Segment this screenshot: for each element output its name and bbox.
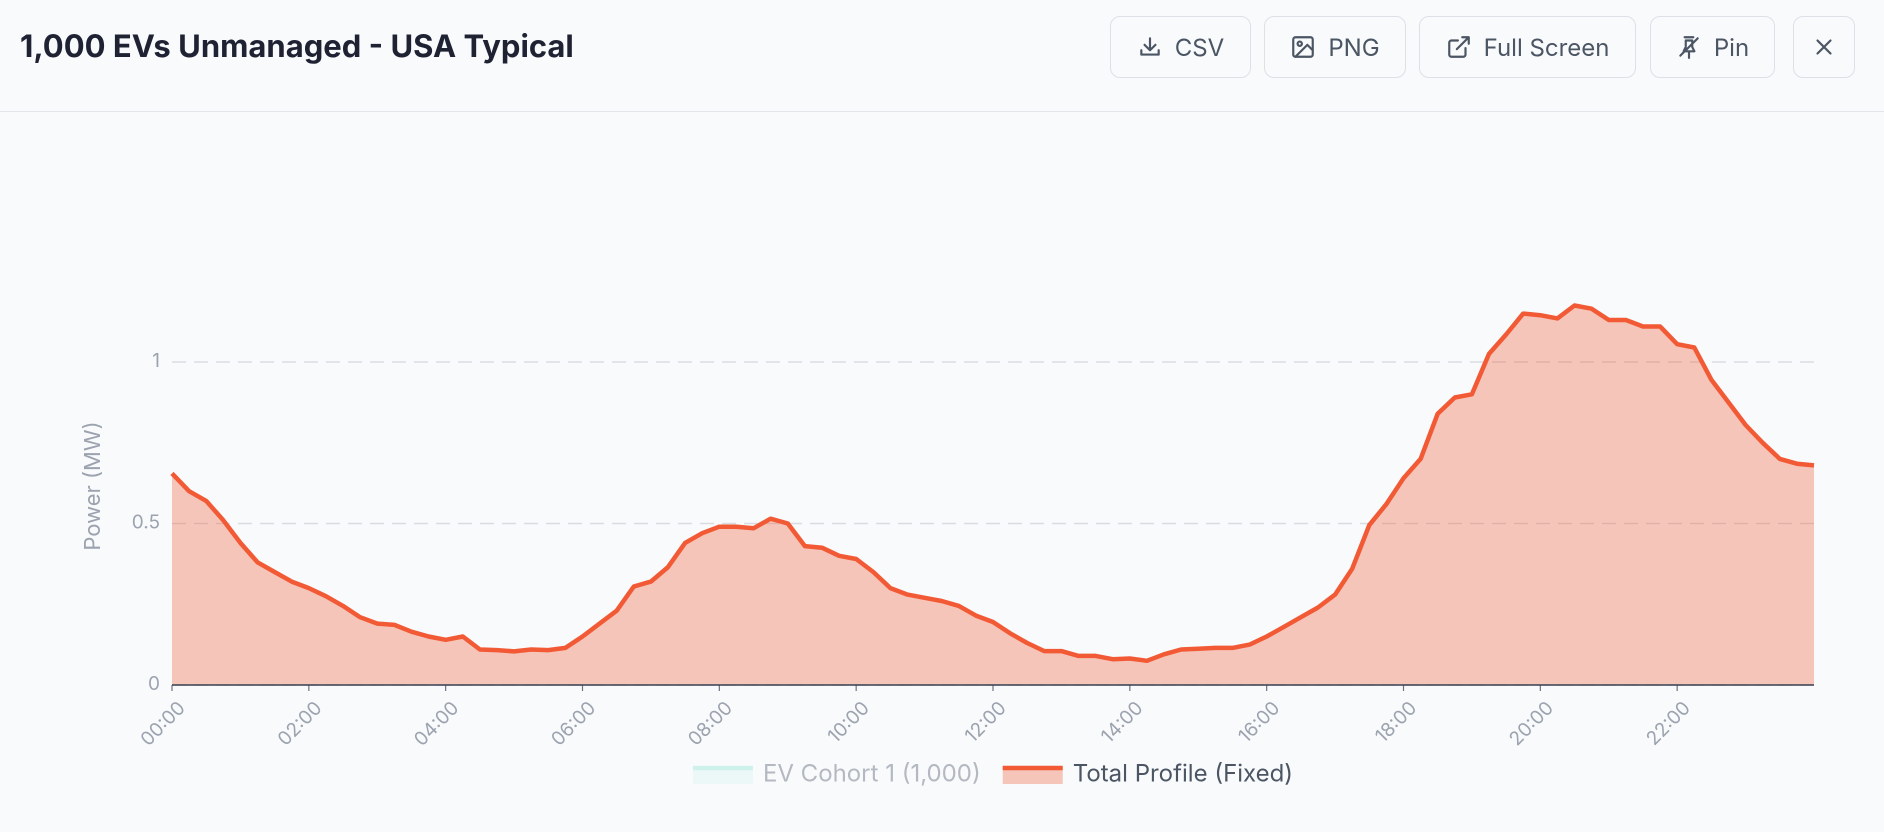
y-tick-label: 1 — [152, 349, 160, 372]
chart-title: 1,000 EVs Unmanaged - USA Typical — [20, 28, 574, 65]
pin-off-icon — [1679, 36, 1699, 59]
external-icon — [1447, 36, 1470, 58]
legend-item[interactable]: EV Cohort 1 (1,000) — [692, 759, 981, 788]
close-button[interactable] — [1793, 16, 1855, 78]
image-icon — [1292, 36, 1315, 58]
png-button[interactable]: PNG — [1264, 16, 1406, 78]
button-label: Full Screen — [1483, 32, 1610, 62]
button-label: PNG — [1328, 32, 1380, 62]
x-tick-label: 16:00 — [1233, 696, 1284, 747]
x-tick-label: 04:00 — [409, 696, 463, 750]
x-tick-label: 08:00 — [683, 696, 737, 750]
legend-label: Total Profile (Fixed) — [1073, 759, 1293, 788]
chart: Power (MW) 0 0.5 1 00:00 02:00 04:00 06:00 08:0… — [80, 303, 1815, 788]
y-tick-label: 0.5 — [132, 511, 160, 534]
x-tick-label: 00:00 — [136, 696, 190, 750]
x-tick-label: 18:00 — [1370, 696, 1421, 747]
x-tick-label: 14:00 — [1096, 696, 1147, 747]
button-label: CSV — [1174, 32, 1225, 62]
legend: EV Cohort 1 (1,000) Total Profile (Fixed) — [692, 759, 1293, 788]
pin-button[interactable]: Pin — [1650, 16, 1775, 78]
legend-label: EV Cohort 1 (1,000) — [763, 759, 981, 788]
x-tick-label: 06:00 — [546, 696, 600, 750]
header: 1,000 EVs Unmanaged - USA Typical CSV PN… — [0, 0, 1884, 112]
x-tick-label: 02:00 — [273, 696, 327, 750]
full-screen-button[interactable]: Full Screen — [1419, 16, 1636, 78]
legend-swatch — [692, 766, 753, 784]
x-tick-label: 20:00 — [1504, 696, 1558, 750]
download-icon — [1140, 37, 1160, 56]
close-icon — [1816, 39, 1832, 55]
legend-swatch — [1002, 766, 1063, 784]
y-tick-label: 0 — [148, 672, 160, 695]
y-axis-title: Power (MW) — [80, 421, 106, 550]
x-tick-label: 10:00 — [823, 696, 874, 747]
area — [172, 305, 1814, 685]
x-tick-label: 22:00 — [1641, 696, 1694, 749]
line — [170, 303, 1815, 664]
csv-button[interactable]: CSV — [1110, 16, 1251, 78]
legend-item[interactable]: Total Profile (Fixed) — [1002, 759, 1293, 788]
button-label: Pin — [1713, 32, 1750, 62]
x-tick-label: 12:00 — [960, 696, 1011, 747]
